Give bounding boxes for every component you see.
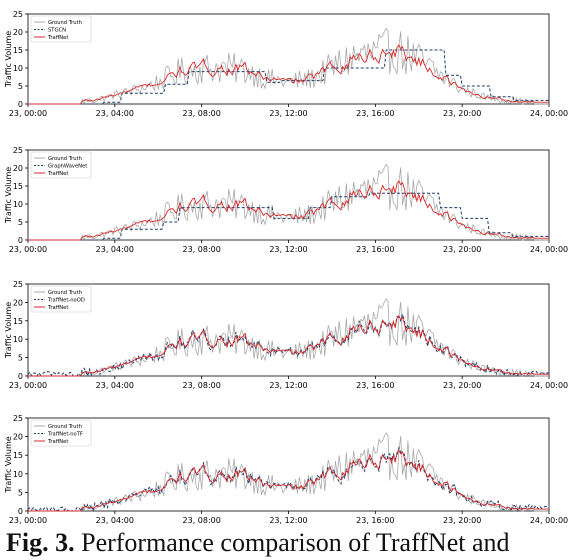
- y-tick-label: 20: [13, 433, 23, 442]
- x-tick-label: 23, 00:00: [9, 516, 47, 525]
- series-line-stgcn: [28, 49, 549, 105]
- y-axis-label: Traffic Volume: [4, 167, 13, 224]
- x-tick-label: 23, 16:00: [356, 109, 394, 118]
- chart-panel-2: 0 5 10 15 20 25 23, 00:00 23, 04:00 23, 08:00 23,…: [4, 146, 568, 254]
- chart-panel-4: 0 5 10 15 20 25 23, 00:00 23, 04:00 23, 08:00 23,…: [4, 414, 568, 525]
- x-tick-label: 24, 00:00: [530, 516, 568, 525]
- y-tick-label: 5: [18, 488, 23, 497]
- x-tick-label: 23, 04:00: [96, 516, 134, 525]
- x-tick-label: 23, 16:00: [356, 516, 394, 525]
- y-tick-label: 20: [13, 28, 23, 37]
- legend-box: [30, 419, 92, 447]
- y-tick-label: 25: [13, 10, 23, 19]
- series-line-traffnet: [28, 449, 549, 512]
- x-tick-label: 23, 08:00: [183, 516, 221, 525]
- y-tick-label: 15: [13, 317, 23, 326]
- legend-label-traffnet: TraffNet: [47, 439, 68, 445]
- x-tick-label: 23, 20:00: [443, 516, 481, 525]
- y-tick-label: 10: [13, 470, 23, 479]
- chart-panel-3: 0 5 10 15 20 25 23, 00:00 23, 04:00 23, 08:00 23,…: [4, 280, 568, 390]
- legend-label-traffnet: TraffNet: [47, 171, 68, 177]
- y-tick-label: 25: [13, 280, 23, 289]
- y-tick-label: 5: [18, 218, 23, 227]
- legend-box: [30, 285, 92, 313]
- y-tick-label: 15: [13, 182, 23, 191]
- series-line-traffnet: [28, 180, 549, 241]
- plot-frame: [27, 149, 550, 241]
- series-line-graphwavenet: [28, 192, 549, 241]
- legend-label-traffnet-notf: TraffNet-noTF: [47, 432, 83, 438]
- x-tick-label: 24, 00:00: [530, 109, 568, 118]
- legend-label-traffnet-nood: TraffNet-noOD: [47, 298, 85, 304]
- y-tick-label: 20: [13, 164, 23, 173]
- legend-label-traffnet: TraffNet: [47, 35, 68, 41]
- y-axis-label: Traffic Volume: [4, 436, 13, 493]
- x-tick-label: 23, 04:00: [96, 245, 134, 254]
- plot-frame: [27, 417, 550, 512]
- y-tick-label: 0: [18, 507, 23, 516]
- y-tick-label: 15: [13, 46, 23, 55]
- plot-frame: [27, 13, 550, 105]
- y-axis-label: Traffic Volume: [4, 302, 13, 359]
- x-tick-label: 23, 12:00: [269, 381, 307, 390]
- y-tick-label: 25: [13, 146, 23, 155]
- y-tick-label: 25: [13, 414, 23, 423]
- series-line-traffnet-notf: [27, 446, 550, 513]
- x-tick-label: 23, 20:00: [443, 109, 481, 118]
- x-tick-label: 23, 00:00: [9, 245, 47, 254]
- y-tick-label: 0: [18, 372, 23, 381]
- legend-label-ground-truth: Ground Truth: [48, 20, 82, 26]
- x-tick-label: 23, 00:00: [9, 381, 47, 390]
- x-tick-label: 23, 12:00: [269, 516, 307, 525]
- y-axis-label: Traffic Volume: [4, 31, 13, 88]
- x-tick-label: 23, 08:00: [183, 381, 221, 390]
- x-tick-label: 23, 08:00: [183, 245, 221, 254]
- x-tick-label: 23, 12:00: [269, 245, 307, 254]
- y-tick-label: 20: [13, 298, 23, 307]
- legend-label-traffnet: TraffNet: [47, 305, 68, 311]
- legend-label-ground-truth: Ground Truth: [48, 290, 82, 296]
- legend-label-stgcn: STGCN: [48, 28, 66, 34]
- y-tick-label: 10: [13, 335, 23, 344]
- x-tick-label: 24, 00:00: [530, 245, 568, 254]
- caption-label: Fig. 3.: [6, 528, 75, 557]
- x-tick-label: 23, 20:00: [443, 245, 481, 254]
- y-tick-label: 10: [13, 200, 23, 209]
- x-tick-label: 23, 04:00: [96, 381, 134, 390]
- x-tick-label: 23, 04:00: [96, 109, 134, 118]
- legend-label-graphwavenet: GraphWaveNet: [48, 164, 87, 170]
- legend-box: [30, 151, 92, 179]
- legend-box: [30, 15, 92, 43]
- plot-frame: [27, 283, 550, 377]
- x-tick-label: 24, 00:00: [530, 381, 568, 390]
- x-tick-label: 23, 16:00: [356, 245, 394, 254]
- y-tick-label: 0: [18, 236, 23, 245]
- figure-caption: Fig. 3. Performance comparison of TraffN…: [6, 528, 572, 558]
- series-line-traffnet-nood: [27, 312, 550, 378]
- y-tick-label: 15: [13, 451, 23, 460]
- x-tick-label: 23, 08:00: [183, 109, 221, 118]
- y-tick-label: 5: [18, 354, 23, 363]
- x-tick-label: 23, 16:00: [356, 381, 394, 390]
- y-tick-label: 0: [18, 100, 23, 109]
- legend-label-ground-truth: Ground Truth: [48, 424, 82, 430]
- caption-text: Performance comparison of TraffNet and: [74, 528, 510, 557]
- x-tick-label: 23, 12:00: [269, 109, 307, 118]
- figure: 0 5 10 15 20 25 23, 00:00 23, 04:00 23, 08:00 23,…: [4, 10, 568, 525]
- legend-label-ground-truth: Ground Truth: [48, 156, 82, 162]
- y-tick-label: 10: [13, 64, 23, 73]
- x-tick-label: 23, 20:00: [443, 381, 481, 390]
- series-line-traffnet: [28, 314, 549, 377]
- x-tick-label: 23, 00:00: [9, 109, 47, 118]
- chart-panel-1: 0 5 10 15 20 25 23, 00:00 23, 04:00 23, 08:00 23,…: [4, 10, 568, 118]
- series-line-traffnet: [28, 44, 549, 105]
- y-tick-label: 5: [18, 82, 23, 91]
